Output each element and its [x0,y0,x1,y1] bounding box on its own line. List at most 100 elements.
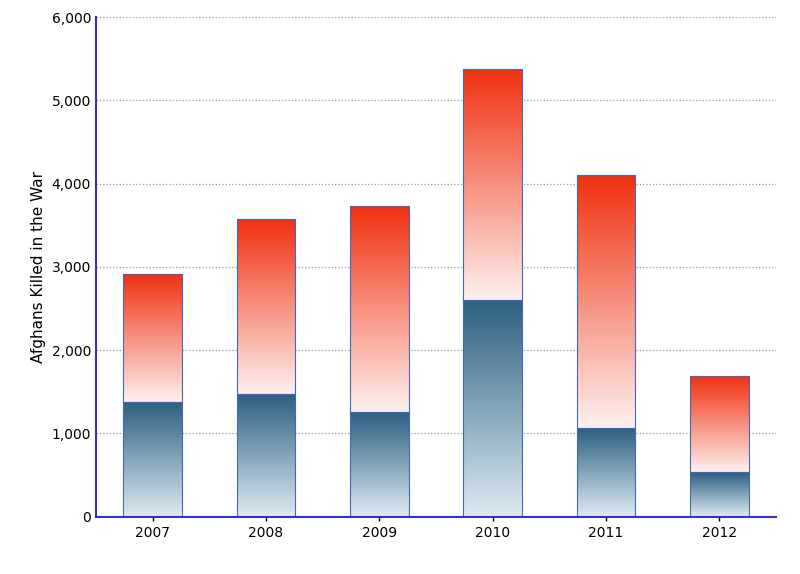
Bar [463,206,522,207]
Bar [237,385,295,386]
Bar [577,334,635,335]
Bar [463,122,522,123]
Bar [577,369,635,370]
Bar [237,221,295,222]
Bar [577,419,635,420]
Bar [237,319,295,320]
Bar [463,507,522,508]
Bar [463,125,522,126]
Bar [577,207,635,208]
Bar [577,298,635,299]
Bar [463,278,522,280]
Bar [463,467,522,468]
Bar [463,250,522,251]
Bar [463,437,522,438]
Bar [237,219,295,220]
Bar [577,392,635,393]
Bar [237,386,295,387]
Bar [577,362,635,363]
Bar [350,306,409,307]
Bar [577,348,635,349]
Bar [577,225,635,226]
Bar [350,251,409,252]
Bar [463,236,522,237]
Bar [350,340,409,341]
Bar [463,286,522,287]
Bar [577,317,635,318]
Bar [577,399,635,400]
Bar [463,267,522,268]
Bar [463,232,522,233]
Bar [237,342,295,343]
Bar [237,296,295,297]
Bar [577,311,635,312]
Bar [463,480,522,481]
Bar [350,369,409,370]
Bar [237,292,295,293]
Bar [350,253,409,254]
Bar [577,292,635,293]
Bar [463,271,522,272]
Bar [463,133,522,134]
Bar [350,383,409,385]
Bar [463,218,522,219]
Bar [237,300,295,301]
Bar [350,370,409,371]
Bar [577,273,635,274]
Bar [463,435,522,436]
Bar [350,296,409,297]
Bar [237,369,295,370]
Bar [237,313,295,314]
Bar [463,209,522,210]
Bar [463,92,522,93]
Bar [463,492,522,494]
Bar [463,432,522,433]
Bar [463,405,522,406]
Bar [237,260,295,261]
Bar [463,69,522,71]
Bar [463,218,522,219]
Bar [463,196,522,197]
Bar [350,234,409,235]
Bar [350,375,409,376]
Bar [577,394,635,395]
Bar [577,291,635,292]
Bar [237,389,295,390]
Bar [463,208,522,209]
Bar [577,275,635,276]
Bar [463,505,522,506]
Bar [237,355,295,356]
Bar [463,309,522,311]
Bar [237,320,295,321]
Bar [350,286,409,287]
Bar [350,319,409,320]
Bar [237,316,295,317]
Bar [237,371,295,372]
Bar [463,194,522,195]
Bar [577,324,635,325]
Bar [463,98,522,99]
Bar [463,428,522,429]
Bar [463,416,522,417]
Bar [577,352,635,354]
Bar [463,336,522,337]
Bar [463,308,522,309]
Bar [463,482,522,483]
Bar [350,406,409,407]
Bar [577,302,635,304]
Bar [463,315,522,316]
Bar [237,374,295,375]
Bar [463,292,522,293]
Bar [463,74,522,75]
Bar [237,328,295,329]
Bar [350,231,409,232]
Bar [577,180,635,181]
Bar [350,381,409,382]
Bar [463,184,522,185]
Bar [577,265,635,266]
Bar [463,228,522,229]
Bar [237,391,295,392]
Bar [350,261,409,262]
Bar [577,326,635,327]
Bar [463,408,522,409]
